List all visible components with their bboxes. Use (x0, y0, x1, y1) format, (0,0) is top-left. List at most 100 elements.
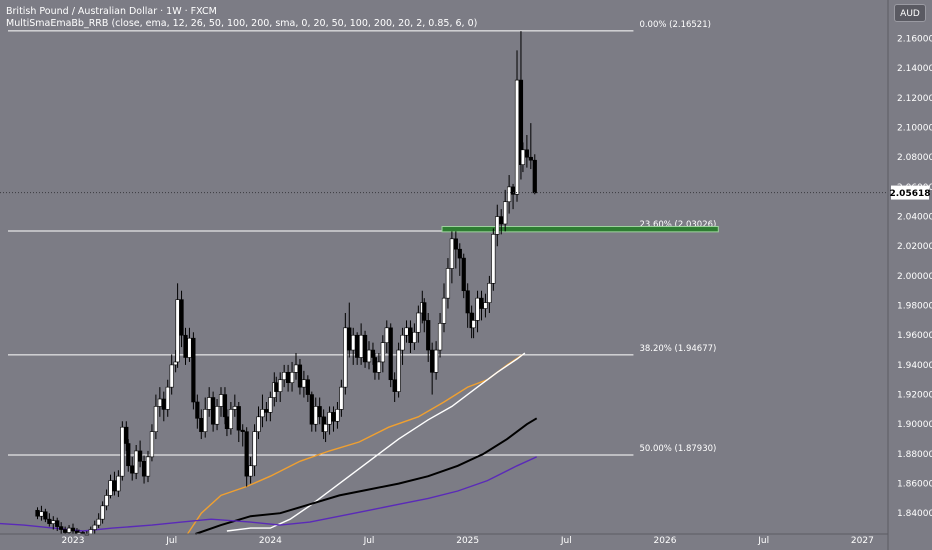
candle (495, 204, 500, 247)
candle-body (404, 327, 409, 336)
candle-body (416, 312, 421, 333)
candle (503, 189, 508, 232)
y-tick-label: 2.12000 (897, 94, 932, 104)
candle (380, 335, 385, 373)
candle (278, 372, 283, 402)
candle-body (138, 450, 143, 462)
candle-body (149, 431, 155, 458)
fib-label-3: 50.00% (1.87930) (639, 444, 716, 454)
currency-button[interactable]: AUD (894, 4, 926, 22)
candle (149, 424, 155, 462)
candle (327, 406, 332, 435)
candle-body (376, 361, 381, 373)
candle-body (384, 327, 389, 343)
candle-body (157, 398, 162, 407)
candle-body (165, 386, 170, 410)
candle-body (479, 297, 484, 309)
candle (286, 364, 291, 392)
candle-body (445, 268, 451, 299)
candle (317, 397, 322, 425)
current-price-label: 2.05618 (890, 189, 931, 199)
candle (92, 520, 97, 534)
candle-body (169, 364, 174, 388)
candle (59, 522, 64, 534)
candle-body (434, 349, 439, 373)
candle-body (207, 397, 212, 410)
candle-body (309, 394, 314, 425)
candle-body (252, 431, 257, 467)
candle-body (112, 480, 117, 492)
candle-body (268, 397, 273, 413)
candle (412, 323, 417, 351)
y-tick-label: 1.94000 (897, 361, 932, 371)
candle (214, 399, 220, 431)
candle (157, 387, 162, 417)
y-tick-label: 1.84000 (897, 509, 932, 519)
candle-body (370, 349, 376, 358)
candle-body (256, 416, 261, 432)
y-tick-label: 2.00000 (897, 272, 932, 282)
candle (396, 342, 401, 398)
y-tick-label: 2.16000 (897, 35, 932, 45)
y-tick-label: 1.88000 (897, 450, 932, 460)
candle-body (244, 431, 249, 477)
candle (169, 354, 174, 395)
candle-body (514, 79, 520, 195)
y-tick-label: 2.04000 (897, 213, 932, 223)
candle (199, 409, 204, 440)
fib-label-0: 0.00% (2.16521) (639, 20, 711, 30)
candle-body (499, 216, 504, 225)
sma-purple-line (0, 456, 537, 532)
candle-body (92, 524, 97, 530)
candle (252, 424, 257, 477)
candle-body (47, 518, 52, 524)
candle (528, 123, 533, 170)
candle-body (199, 417, 204, 432)
ema-orange-line (186, 353, 524, 535)
fib-levels: 0.00% (2.16521) 23.60% (2.03026) 38.20% (1… (8, 20, 716, 456)
candle-body (59, 526, 64, 530)
candle (134, 445, 139, 480)
candle (256, 406, 261, 440)
x-tick-label: Jul (560, 536, 572, 546)
candle (264, 401, 269, 422)
candle (66, 525, 72, 534)
candle (268, 391, 273, 422)
candle (372, 353, 378, 380)
candle-body (173, 361, 178, 366)
candle-body (264, 409, 269, 413)
candle-body (104, 495, 109, 507)
candle-body (392, 379, 397, 392)
candle-body (232, 406, 237, 410)
candle (499, 209, 504, 235)
candle (240, 424, 245, 447)
candle (347, 302, 352, 358)
candle (471, 312, 476, 339)
fib-label-1: 23.60% (2.03026) (639, 220, 716, 230)
candle-body (520, 149, 526, 165)
x-tick-label: 2023 (62, 536, 85, 546)
candle-body (214, 406, 220, 425)
candle-body (175, 299, 180, 363)
candle-body (323, 423, 328, 432)
candle (388, 323, 393, 388)
candle (532, 154, 537, 195)
candle-body (286, 372, 291, 384)
y-tick-label: 1.98000 (897, 302, 932, 312)
candle-body (461, 257, 466, 292)
candle (274, 376, 279, 402)
candle (183, 327, 188, 365)
candle-body (426, 320, 431, 351)
candle-body (335, 409, 340, 422)
candle (88, 526, 93, 535)
candle (289, 361, 295, 392)
candle-body (108, 480, 113, 496)
candle (141, 455, 147, 484)
candle (483, 293, 488, 318)
candle (191, 332, 196, 410)
candle-body (465, 290, 470, 314)
y-tick-label: 2.02000 (897, 242, 932, 252)
candle-body (503, 201, 508, 225)
